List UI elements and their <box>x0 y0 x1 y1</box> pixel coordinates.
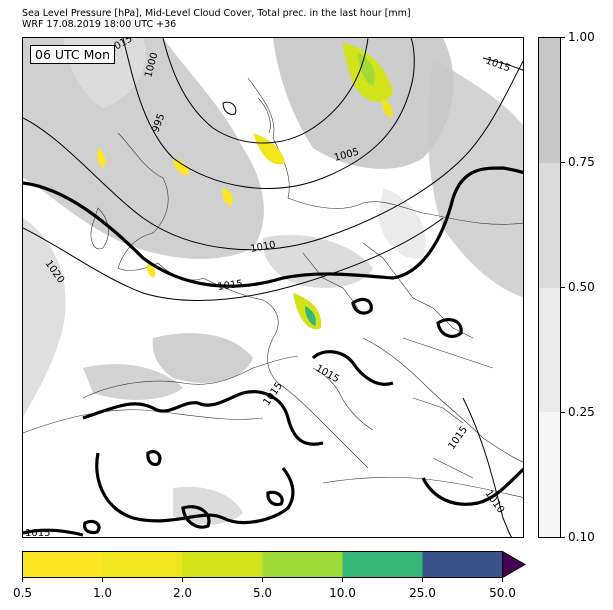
cloud-cover-tick <box>561 37 565 38</box>
cloud-cover-color-band <box>539 287 560 413</box>
cloud-cover-layer <box>23 38 523 525</box>
precip-color-band <box>342 551 423 578</box>
precip-tick-label: 5.0 <box>252 586 273 600</box>
precip-tick-label: 2.0 <box>172 586 193 600</box>
isobar-label: 1010 <box>483 488 507 515</box>
cloud-cover-color-band <box>539 412 560 537</box>
coastlines-layer <box>23 77 523 498</box>
cloud-cover-colorbar <box>538 37 561 538</box>
precip-color-band <box>182 551 263 578</box>
precip-color-band <box>422 551 503 578</box>
weather-map: 1015 1000 995 1005 1010 1015 1020 1015 1… <box>22 37 524 538</box>
isobar-label: 1015 <box>217 279 244 293</box>
cloud-cover-tick-label: 0.75 <box>568 155 595 169</box>
isobar-label: 1015 <box>314 363 342 385</box>
cloud-cover-tick-label: 0.50 <box>568 280 595 294</box>
isobars-thin <box>23 38 523 537</box>
cloud-cover-tick-label: 0.10 <box>568 530 595 544</box>
precipitation-colorbar <box>22 551 526 582</box>
cloud-cover-tick-label: 0.25 <box>568 405 595 419</box>
precip-color-band <box>22 551 103 578</box>
isobar-label: 1015 <box>446 425 470 452</box>
valid-time-label: 06 UTC Mon <box>30 45 115 64</box>
cloud-cover-color-band <box>539 162 560 288</box>
precipitation-layer <box>97 43 393 330</box>
cloud-cover-tick <box>561 412 565 413</box>
cloud-cover-color-band <box>539 38 560 163</box>
precip-tick-label: 0.5 <box>12 586 33 600</box>
precip-tick-label: 25.0 <box>409 586 436 600</box>
chart-title-line-1: Sea Level Pressure [hPa], Mid-Level Clou… <box>22 8 411 19</box>
precip-tick-label: 10.0 <box>329 586 356 600</box>
precip-extend-arrow <box>502 551 526 579</box>
precip-color-band <box>102 551 183 578</box>
cloud-cover-tick <box>561 537 565 538</box>
cloud-cover-tick <box>561 162 565 163</box>
isobars-thick <box>23 166 523 537</box>
precip-tick-label: 50.0 <box>489 586 516 600</box>
cloud-cover-tick <box>561 287 565 288</box>
isobar-label: 1015 <box>484 55 512 74</box>
isobar-label: 1010 <box>250 240 277 255</box>
cloud-cover-tick-label: 1.00 <box>568 30 595 44</box>
chart-title-line-2: WRF 17.08.2019 18:00 UTC +36 <box>22 19 177 30</box>
precip-tick-label: 1.0 <box>92 586 113 600</box>
map-canvas: 1015 1000 995 1005 1010 1015 1020 1015 1… <box>23 38 523 538</box>
precip-color-band <box>262 551 343 578</box>
isobar-label: 1015 <box>25 528 50 538</box>
